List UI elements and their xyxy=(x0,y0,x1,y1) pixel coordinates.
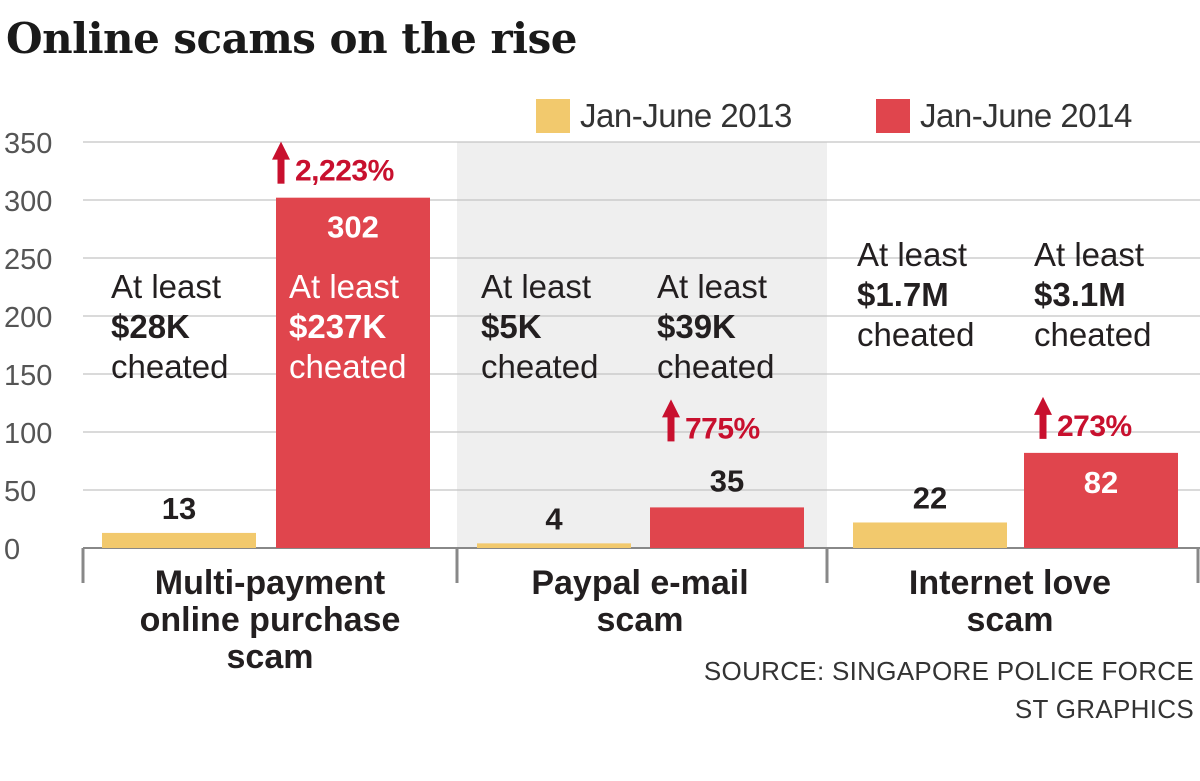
legend-item-2014: Jan-June 2014 xyxy=(876,96,1132,136)
cheated-amount: $39K xyxy=(657,308,736,345)
chart-title: Online scams on the rise xyxy=(6,14,577,63)
data-label-2014: 302 xyxy=(327,210,379,245)
annotation-text: cheated xyxy=(857,316,974,353)
category-label: Paypal e-mail xyxy=(531,564,748,602)
data-label-2014: 82 xyxy=(1084,465,1118,500)
legend-swatch-2013 xyxy=(536,99,570,133)
up-arrow-icon xyxy=(662,399,680,418)
up-arrow-shaft xyxy=(1039,412,1047,439)
category-label: Internet love xyxy=(909,564,1111,602)
credit-note: ST GRAPHICS xyxy=(1014,694,1194,724)
increase-label: 273% xyxy=(1057,410,1132,443)
annotation-text: cheated xyxy=(657,348,774,385)
increase-label: 775% xyxy=(685,412,760,445)
cheated-amount: $1.7M xyxy=(857,276,949,313)
data-label-2014: 35 xyxy=(710,463,744,498)
category-panel-shade xyxy=(457,142,827,548)
category-label: scam xyxy=(597,601,684,639)
y-tick-label: 0 xyxy=(4,534,20,566)
legend-label-2014: Jan-June 2014 xyxy=(920,97,1132,134)
up-arrow-icon xyxy=(272,141,290,160)
annotation-text: cheated xyxy=(481,348,598,385)
category-label: Multi-payment xyxy=(155,564,385,602)
category-label: online purchase xyxy=(140,601,401,639)
y-tick-label: 250 xyxy=(4,244,52,276)
bar-2013 xyxy=(102,532,256,548)
bar-2013 xyxy=(853,522,1007,548)
annotation-text: At least xyxy=(1034,236,1144,273)
cheated-amount: $5K xyxy=(481,308,542,345)
legend-item-2013: Jan-June 2013 xyxy=(536,96,792,136)
category-label: scam xyxy=(227,638,314,676)
annotation-text: At least xyxy=(657,268,767,305)
bar-2014 xyxy=(1024,452,1178,548)
y-tick-label: 200 xyxy=(4,302,52,334)
legend-label-2013: Jan-June 2013 xyxy=(580,97,792,134)
increase-label: 2,223% xyxy=(295,155,394,188)
cheated-amount: $28K xyxy=(111,308,190,345)
up-arrow-shaft xyxy=(277,157,285,184)
annotation-text: At least xyxy=(289,268,399,305)
data-label-2013: 22 xyxy=(913,480,947,515)
annotation-text: cheated xyxy=(1034,316,1151,353)
cheated-amount: $237K xyxy=(289,308,386,345)
category-label: scam xyxy=(967,601,1054,639)
bar-2014 xyxy=(276,197,430,548)
up-arrow-shaft xyxy=(667,415,675,442)
bar-2013 xyxy=(477,543,631,548)
y-tick-label: 350 xyxy=(4,128,52,160)
y-tick-label: 50 xyxy=(4,476,36,508)
legend-swatch-2014 xyxy=(876,99,910,133)
data-label-2013: 4 xyxy=(545,501,563,536)
annotation-text: At least xyxy=(857,236,967,273)
annotation-text: At least xyxy=(481,268,591,305)
bar-2014 xyxy=(650,507,804,548)
annotation-text: cheated xyxy=(289,348,406,385)
up-arrow-icon xyxy=(1034,396,1052,415)
y-tick-label: 150 xyxy=(4,360,52,392)
cheated-amount: $3.1M xyxy=(1034,276,1126,313)
annotation-text: cheated xyxy=(111,348,228,385)
data-label-2013: 13 xyxy=(162,491,196,526)
y-tick-label: 300 xyxy=(4,186,52,218)
source-note: SOURCE: SINGAPORE POLICE FORCE xyxy=(703,656,1194,686)
annotation-text: At least xyxy=(111,268,221,305)
y-tick-label: 100 xyxy=(4,418,52,450)
